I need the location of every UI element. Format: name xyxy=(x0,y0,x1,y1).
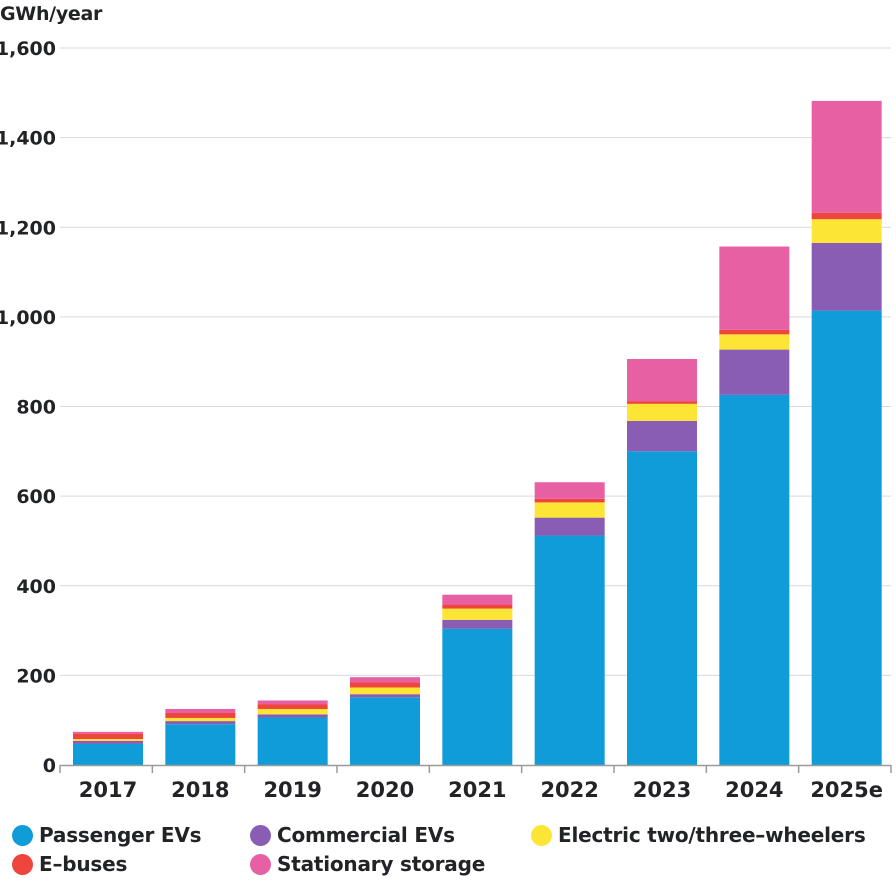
bar-stack-2018 xyxy=(165,708,236,765)
bar-segment-commercial-evs xyxy=(257,714,328,718)
y-tick-label: 1,000 xyxy=(0,307,56,329)
bars xyxy=(73,100,882,765)
bar-segment-stationary-storage xyxy=(811,100,882,213)
bar-stack-2021 xyxy=(442,594,513,765)
legend-dot-icon xyxy=(12,853,33,875)
bar-segment-passenger-evs xyxy=(350,697,420,765)
y-axis-title: GWh/year xyxy=(0,3,103,25)
bar-segment-e-buses xyxy=(73,733,143,740)
bar-segment-electric-two-three-wheelers xyxy=(257,708,328,715)
bar-segment-commercial-evs xyxy=(719,349,790,395)
bar-segment-electric-two-three-wheelers xyxy=(719,334,790,350)
legend-dot-icon xyxy=(250,824,271,846)
bar-segment-e-buses xyxy=(811,212,882,220)
legend-dot-icon xyxy=(12,824,33,846)
bar-segment-commercial-evs xyxy=(442,619,513,629)
bar-segment-electric-two-three-wheelers xyxy=(534,502,605,518)
x-tick-label: 2020 xyxy=(356,778,414,802)
bar-segment-commercial-evs xyxy=(811,242,882,311)
x-tick-label: 2021 xyxy=(448,778,506,802)
bar-stack-2025e xyxy=(811,100,882,765)
bar-segment-electric-two-three-wheelers xyxy=(627,403,697,421)
y-tick-label: 800 xyxy=(16,397,56,419)
bar-segment-electric-two-three-wheelers xyxy=(811,219,882,243)
bar-segment-e-buses xyxy=(719,329,790,335)
y-tick-label: 400 xyxy=(16,576,56,598)
legend-item-commercial-evs: Commercial EVs xyxy=(250,823,455,847)
bar-segment-commercial-evs xyxy=(73,740,143,744)
legend-label: Commercial EVs xyxy=(277,823,455,847)
y-tick-label: 1,600 xyxy=(0,38,56,60)
legend-item-stationary-storage: Stationary storage xyxy=(250,852,485,876)
bar-stack-2024 xyxy=(719,246,790,765)
bar-stack-2017 xyxy=(73,731,143,765)
bar-segment-stationary-storage xyxy=(73,731,143,734)
bar-segment-passenger-evs xyxy=(534,535,605,765)
bar-segment-stationary-storage xyxy=(719,246,790,330)
y-tick-label: 0 xyxy=(43,755,56,777)
legend-dot-icon xyxy=(250,853,271,875)
x-tick-label: 2022 xyxy=(540,778,598,802)
x-tick-label: 2024 xyxy=(725,778,783,802)
bar-segment-electric-two-three-wheelers xyxy=(73,739,143,741)
bar-segment-stationary-storage xyxy=(165,708,236,714)
bar-segment-stationary-storage xyxy=(442,594,513,605)
bar-segment-stationary-storage xyxy=(350,677,420,683)
bar-segment-passenger-evs xyxy=(165,724,236,765)
x-tick-label: 2023 xyxy=(633,778,691,802)
bar-segment-electric-two-three-wheelers xyxy=(165,717,236,722)
legend-item-e-buses: E–buses xyxy=(12,852,127,876)
x-tick-label: 2017 xyxy=(79,778,137,802)
bar-stack-2023 xyxy=(627,358,697,765)
bar-segment-passenger-evs xyxy=(719,394,790,765)
bar-segment-e-buses xyxy=(165,713,236,718)
bar-segment-passenger-evs xyxy=(73,743,143,765)
bar-segment-electric-two-three-wheelers xyxy=(350,687,420,695)
y-axis-ticks: 0 200 400 600 800 1,000 1,200 1,400 1,600 xyxy=(0,38,56,777)
bar-stack-2020 xyxy=(350,677,420,765)
legend-item-electric-two-three-wheelers: Electric two/three–wheelers xyxy=(531,823,866,847)
x-tick-label: 2019 xyxy=(263,778,321,802)
legend-dot-icon xyxy=(531,824,552,846)
bar-segment-passenger-evs xyxy=(257,717,328,765)
bar-segment-passenger-evs xyxy=(442,628,513,765)
x-tick-label: 2018 xyxy=(171,778,229,802)
bar-segment-passenger-evs xyxy=(811,310,882,765)
y-tick-label: 600 xyxy=(16,486,56,508)
bar-segment-e-buses xyxy=(627,401,697,404)
bar-stack-2019 xyxy=(257,700,328,765)
legend-item-passenger-evs: Passenger EVs xyxy=(12,823,202,847)
legend-label: Passenger EVs xyxy=(39,823,202,847)
legend: Passenger EVs Commercial EVs Electric tw… xyxy=(12,823,896,883)
bar-segment-e-buses xyxy=(534,498,605,503)
bar-segment-stationary-storage xyxy=(257,700,328,705)
bar-segment-commercial-evs xyxy=(627,420,697,452)
bar-segment-commercial-evs xyxy=(165,721,236,725)
bar-segment-e-buses xyxy=(442,604,513,609)
bar-segment-e-buses xyxy=(257,704,328,709)
bar-segment-stationary-storage xyxy=(627,358,697,402)
bar-segment-stationary-storage xyxy=(534,482,605,499)
y-tick-label: 1,200 xyxy=(0,217,56,239)
bar-stack-2022 xyxy=(534,482,605,765)
bar-segment-commercial-evs xyxy=(350,694,420,698)
legend-label: Electric two/three–wheelers xyxy=(558,823,866,847)
x-axis: 2017 2018 2019 2020 2021 2022 2023 2024 2025e xyxy=(59,764,892,802)
legend-label: Stationary storage xyxy=(277,852,486,876)
bar-segment-e-buses xyxy=(350,682,420,688)
y-tick-label: 200 xyxy=(16,665,56,687)
bar-segment-commercial-evs xyxy=(534,517,605,536)
bar-segment-passenger-evs xyxy=(627,451,697,765)
legend-label: E–buses xyxy=(39,852,128,876)
y-tick-label: 1,400 xyxy=(0,128,56,150)
x-tick-label: 2025e xyxy=(810,778,883,802)
bar-segment-electric-two-three-wheelers xyxy=(442,608,513,620)
